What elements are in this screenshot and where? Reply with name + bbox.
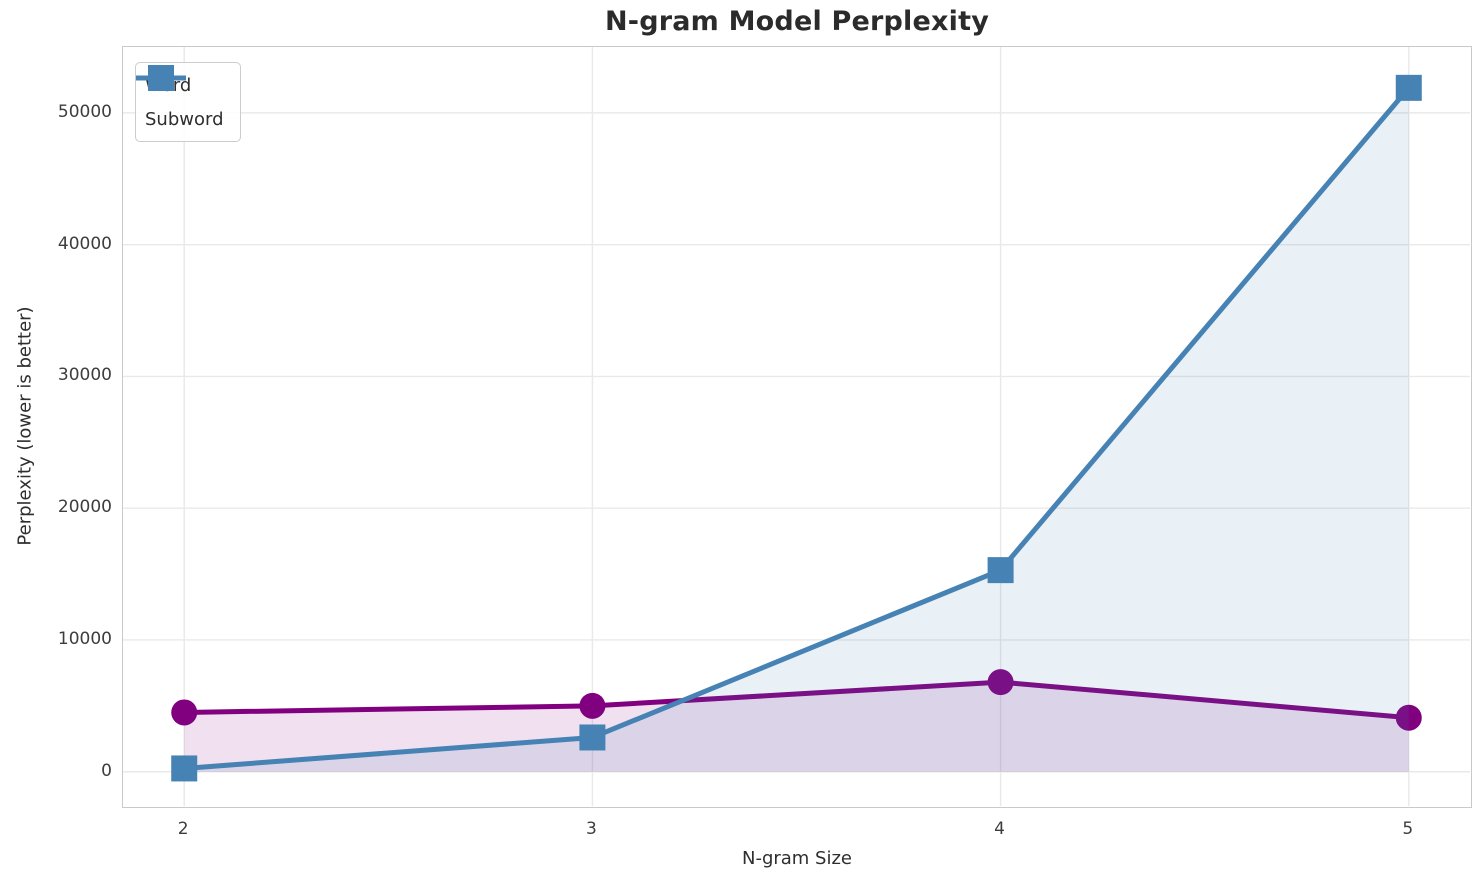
x-tick-label: 3: [585, 819, 597, 839]
x-tick-label: 2: [177, 819, 189, 839]
chart-title: N-gram Model Perplexity: [605, 6, 989, 37]
plot-area: WordSubword: [122, 46, 1472, 808]
legend-square-marker-icon: [136, 65, 186, 91]
y-tick-label: 10000: [57, 628, 112, 649]
legend-label: Subword: [145, 108, 224, 130]
data-point-subword: [987, 557, 1014, 584]
data-point-subword: [171, 755, 198, 782]
legend-item-subword: Subword: [136, 65, 224, 134]
y-tick-label: 0: [101, 760, 112, 781]
chart-canvas: [123, 47, 1470, 806]
data-point-word: [579, 692, 606, 719]
series-line-subword: [181, 85, 1412, 771]
y-tick-label: 40000: [57, 233, 112, 254]
data-point-word: [987, 669, 1014, 696]
data-point-subword: [1395, 74, 1422, 101]
y-tick-label: 20000: [57, 497, 112, 518]
x-tick-label: 5: [1402, 819, 1414, 839]
y-tick-label: 30000: [57, 365, 112, 386]
series-fill-word: [184, 682, 1409, 772]
series-line-word: [181, 679, 1412, 721]
y-tick-label: 50000: [57, 101, 112, 122]
x-tick-label: 4: [994, 819, 1005, 839]
legend: WordSubword: [135, 62, 241, 142]
series-fill-subword: [184, 87, 1409, 772]
data-point-subword: [579, 724, 606, 751]
data-point-word: [1395, 704, 1422, 731]
x-axis-label: N-gram Size: [741, 848, 853, 869]
data-point-word: [171, 699, 198, 726]
